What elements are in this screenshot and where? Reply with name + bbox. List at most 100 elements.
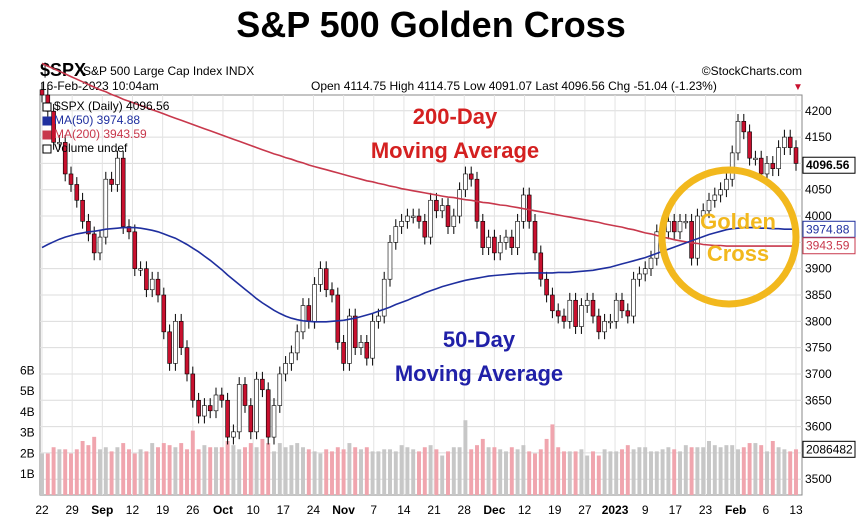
datetime: 16-Feb-2023 10:04am [40, 79, 159, 93]
golden-annotation-line2: Cross [707, 241, 769, 266]
volume-bar-56 [364, 447, 369, 495]
ma200-annotation-line2: Moving Average [371, 138, 539, 163]
candle-body-109 [671, 221, 677, 233]
volume-bar-35 [243, 447, 247, 495]
price-tag-box-2 [802, 237, 856, 255]
volume-bar-117 [718, 447, 723, 495]
candle-body-10 [97, 236, 103, 254]
candle-body-59 [381, 278, 387, 317]
candle-body-55 [358, 342, 364, 348]
volume-bar-72 [457, 447, 462, 495]
volume-bar-77 [486, 447, 491, 495]
price-tick-label-10: 4000 [805, 209, 832, 223]
candle-body-86 [538, 252, 544, 280]
candle-body-127 [776, 147, 781, 169]
candle-body-130 [793, 147, 799, 164]
candle-body-115 [706, 199, 712, 212]
volume-bar-42 [283, 447, 288, 495]
volume-bar-75 [475, 445, 479, 495]
candle-body-85 [532, 221, 538, 254]
volume-bar-76 [480, 438, 485, 495]
volume-bar-45 [301, 447, 305, 495]
date-tick-label-5: 26 [186, 503, 200, 517]
candle-body-19 [149, 278, 155, 291]
volume-bar-50 [330, 451, 334, 495]
volume-bar-92 [573, 451, 578, 495]
ma50-annotation-line2: Moving Average [395, 361, 563, 386]
date-tick-label-15: Dec [483, 503, 505, 517]
candle-body-68 [434, 199, 439, 212]
candle-body-124 [758, 157, 764, 175]
volume-bar-97 [602, 449, 607, 495]
candle-body-73 [463, 173, 468, 191]
candle-body-76 [480, 221, 486, 248]
volume-bar-18 [144, 451, 149, 495]
volume-bar-68 [434, 449, 439, 495]
candle-body-25 [184, 347, 190, 375]
candle-body-2 [51, 111, 56, 143]
index-name: S&P 500 Large Cap Index INDX [83, 64, 254, 78]
volume-bar-22 [167, 445, 172, 495]
candle-body-128 [782, 136, 787, 148]
volume-bar-100 [620, 449, 624, 495]
volume-bar-65 [417, 451, 421, 495]
volume-bar-123 [753, 443, 758, 495]
price-tick-label-5: 3750 [805, 341, 832, 355]
volume-bar-61 [393, 451, 398, 495]
candle-body-56 [364, 342, 370, 359]
candle-body-93 [579, 305, 584, 327]
golden-annotation-line1: Golden [700, 209, 776, 234]
candle-body-72 [457, 189, 462, 217]
date-tick-label-20: 9 [642, 503, 649, 517]
candle-body-6 [74, 184, 80, 201]
candle-body-118 [724, 178, 729, 191]
candle-body-17 [138, 268, 143, 271]
date-tick-label-0: 22 [35, 503, 49, 517]
volume-bar-12 [109, 451, 114, 495]
candle-body-103 [637, 273, 642, 280]
candle-body-49 [323, 268, 329, 291]
candle-body-7 [80, 199, 85, 222]
volume-bar-85 [533, 453, 537, 495]
date-tick-label-1: 29 [65, 503, 79, 517]
volume-bar-88 [550, 424, 555, 495]
candle-body-97 [602, 321, 607, 333]
volume-bar-0 [40, 453, 44, 495]
candle-body-90 [561, 315, 567, 322]
volume-tick-label-3: 4B [20, 405, 35, 419]
price-tick-label-3: 3650 [805, 393, 832, 407]
volume-bar-47 [312, 451, 317, 495]
date-tick-label-14: 28 [458, 503, 472, 517]
candle-body-108 [666, 221, 671, 233]
date-tick-label-25: 13 [789, 503, 803, 517]
volume-bar-94 [585, 455, 590, 495]
candle-body-100 [619, 299, 625, 312]
volume-bar-106 [654, 451, 659, 495]
volume-bar-91 [567, 451, 572, 495]
volume-bar-25 [185, 449, 189, 495]
volume-bar-87 [544, 438, 549, 495]
candle-body-45 [300, 305, 306, 333]
price-tick-label-14: 4200 [805, 104, 832, 118]
candle-body-0 [39, 89, 45, 96]
volume-bar-126 [770, 441, 775, 495]
candle-body-70 [445, 205, 451, 227]
volume-bar-98 [608, 451, 613, 495]
volume-bar-30 [214, 447, 218, 495]
volume-bar-54 [353, 447, 358, 495]
candle-body-33 [231, 431, 236, 438]
date-tick-label-4: 19 [156, 503, 170, 517]
price-tick-label-4: 3700 [805, 367, 832, 381]
volume-bar-29 [208, 447, 213, 495]
candle-body-39 [265, 389, 271, 438]
candle-body-88 [550, 294, 555, 312]
candle-body-129 [787, 136, 793, 148]
volume-bar-130 [794, 449, 798, 495]
volume-bar-86 [538, 449, 543, 495]
ma50-line [41, 226, 796, 323]
volume-bar-43 [289, 445, 294, 495]
candle-body-46 [306, 305, 312, 322]
volume-bar-108 [666, 447, 671, 495]
candle-body-92 [573, 299, 578, 327]
